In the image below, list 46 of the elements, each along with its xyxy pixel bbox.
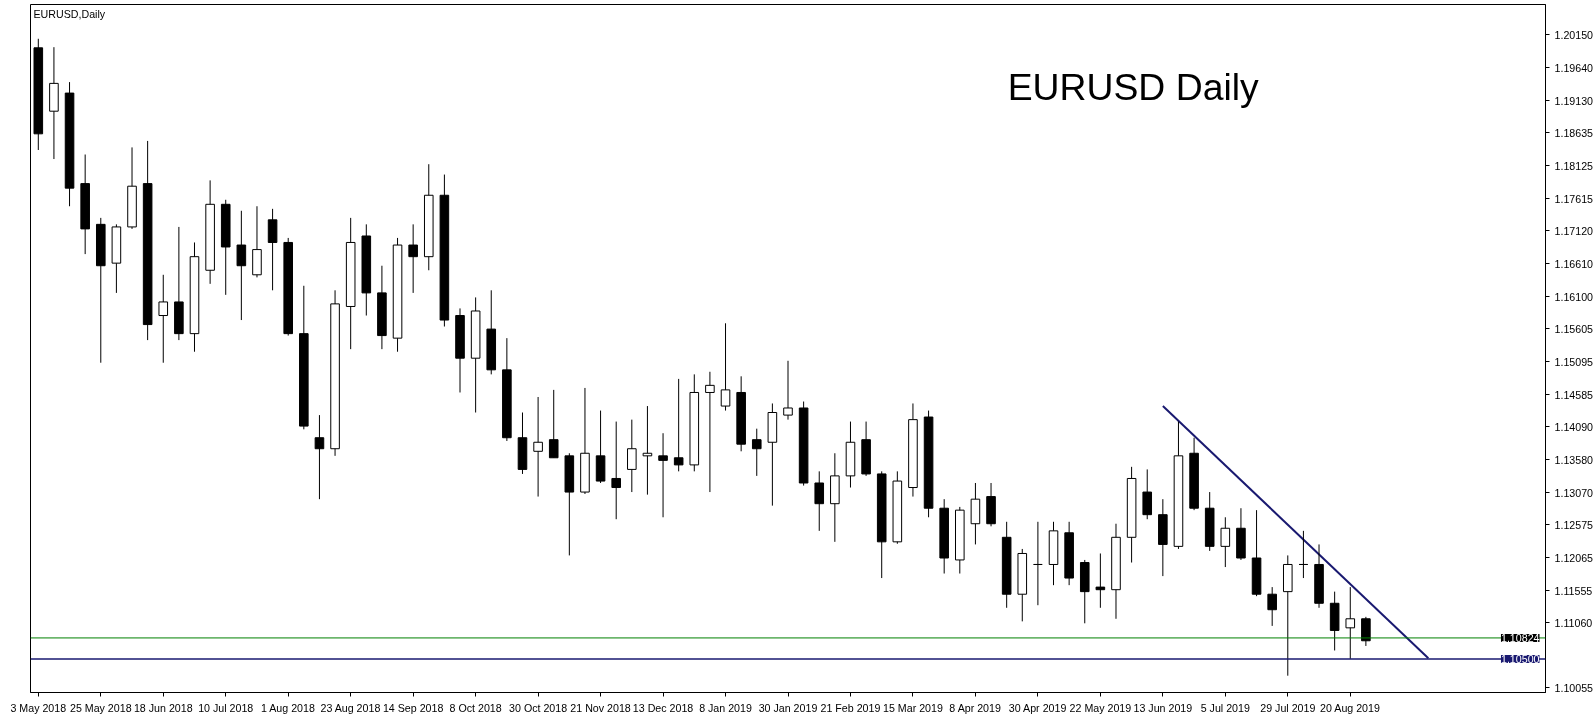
- y-tick-label: 1.12575: [1554, 518, 1594, 531]
- ref-line-label: 1.10500: [1500, 652, 1540, 665]
- x-tick-label: 18 Jun 2018: [133, 701, 193, 714]
- y-tick-label: 1.13580: [1554, 453, 1594, 466]
- y-tick-label: 1.10055: [1554, 681, 1594, 694]
- y-tick-label: 1.13070: [1554, 486, 1594, 499]
- x-tick-label: 22 May 2019: [1069, 701, 1132, 714]
- x-tick-label: 30 Oct 2018: [509, 701, 568, 714]
- y-tick-label: 1.17615: [1554, 192, 1594, 205]
- x-tick-label: 13 Dec 2018: [632, 701, 694, 714]
- x-tick-label: 20 Aug 2019: [1320, 701, 1380, 714]
- y-tick-label: 1.15095: [1554, 355, 1594, 368]
- y-tick-label: 1.16100: [1554, 290, 1594, 303]
- x-tick-label: 30 Jan 2019: [758, 701, 818, 714]
- x-tick-label: 15 Mar 2019: [883, 701, 943, 714]
- x-tick-label: 21 Nov 2018: [570, 701, 631, 714]
- text: EURUSD Daily: [1007, 66, 1259, 109]
- y-tick-label: 1.19640: [1554, 61, 1594, 74]
- y-tick-label: 1.16610: [1554, 257, 1594, 270]
- x-tick-label: 14 Sep 2018: [382, 701, 444, 714]
- y-tick-label: 1.19130: [1554, 94, 1594, 107]
- y-tick-label: 1.14090: [1554, 420, 1594, 433]
- ref-line-label: 1.10824: [1500, 631, 1540, 644]
- x-tick-label: 1 Aug 2018: [260, 701, 315, 714]
- y-tick-label: 1.18635: [1554, 126, 1594, 139]
- x-tick-label: 3 May 2018: [10, 701, 67, 714]
- y-tick-label: 1.20150: [1554, 28, 1594, 41]
- x-tick-label: 8 Oct 2018: [449, 701, 502, 714]
- y-tick-label: 1.14585: [1554, 388, 1594, 401]
- y-tick-label: 1.11555: [1554, 584, 1593, 597]
- x-tick-label: 5 Jul 2019: [1200, 701, 1250, 714]
- x-tick-label: 13 Jun 2019: [1133, 701, 1193, 714]
- x-tick-label: 30 Apr 2019: [1008, 701, 1067, 714]
- x-tick-label: 10 Jul 2018: [198, 701, 254, 714]
- x-tick-label: 25 May 2018: [69, 701, 132, 714]
- x-tick-label: 29 Jul 2019: [1260, 701, 1316, 714]
- y-tick-label: 1.17120: [1554, 224, 1594, 237]
- y-tick-label: 1.18125: [1554, 159, 1594, 172]
- annotation: EURUSD,Daily: [33, 7, 106, 20]
- x-tick-label: 8 Jan 2019: [699, 701, 752, 714]
- x-tick-label: 21 Feb 2019: [820, 701, 881, 714]
- y-tick-label: 1.12065: [1554, 551, 1594, 564]
- x-tick-label: 23 Aug 2018: [320, 701, 381, 714]
- y-tick-label: 1.15605: [1554, 322, 1594, 335]
- x-tick-label: 8 Apr 2019: [949, 701, 1001, 714]
- y-tick-label: 1.11060: [1554, 616, 1593, 629]
